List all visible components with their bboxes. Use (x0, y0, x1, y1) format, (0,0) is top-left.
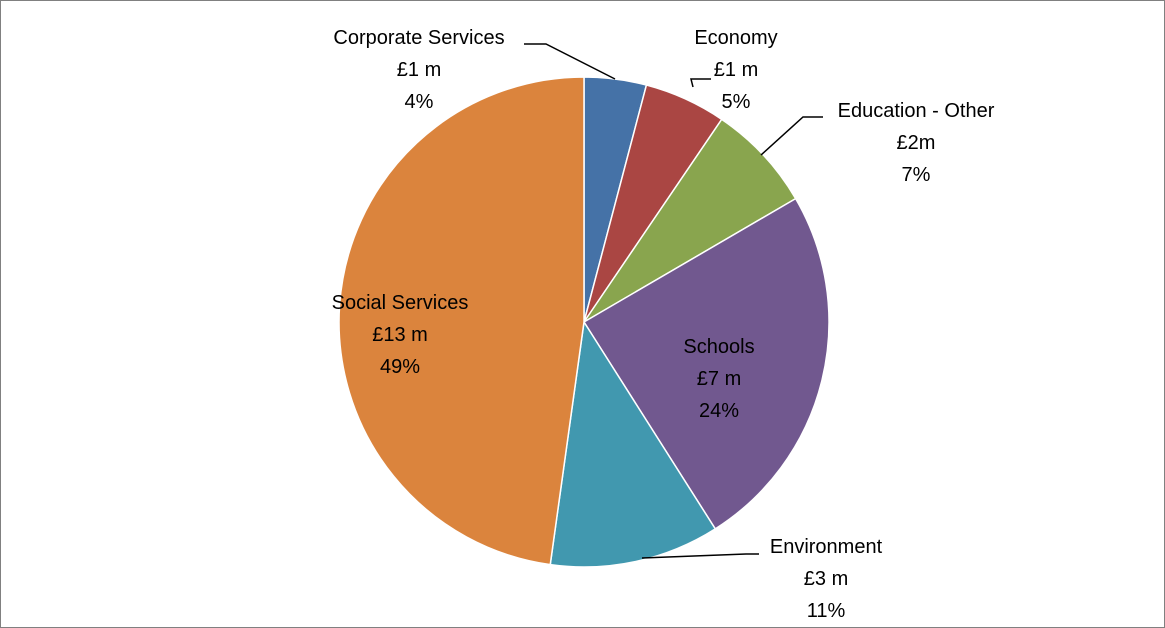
data-label-percent-corporate-services: 4% (405, 91, 434, 113)
data-label-value-environment: £3 m (804, 568, 848, 590)
data-label-name-environment: Environment (770, 536, 883, 558)
data-label-value-corporate-services: £1 m (397, 59, 441, 81)
leader-line-environment (641, 553, 759, 559)
pie-labels: Corporate Services £1 m 4% Economy £1 m 5% Edu… (332, 27, 995, 622)
data-label-name-social-services: Social Services (332, 292, 469, 314)
data-label-percent-social-services: 49% (380, 356, 420, 378)
data-label-value-economy: £1 m (714, 59, 758, 81)
data-label-name-economy: Economy (694, 27, 777, 49)
data-label-value-schools: £7 m (697, 368, 741, 390)
data-label-percent-economy: 5% (722, 91, 751, 113)
pie-slice-social-services (338, 76, 585, 566)
data-label-value-social-services: £13 m (372, 324, 428, 346)
data-label-value-education-other: £2m (897, 132, 936, 154)
data-label-name-corporate-services: Corporate Services (333, 27, 504, 49)
data-label-percent-schools: 24% (699, 400, 739, 422)
pie-slice-schools (582, 197, 830, 530)
data-label-percent-education-other: 7% (902, 164, 931, 186)
data-label-name-schools: Schools (683, 336, 754, 358)
pie-slice-environment (549, 319, 717, 568)
leader-line-corporate-services (524, 43, 616, 80)
pie-slices (338, 76, 830, 568)
data-label-percent-environment: 11% (807, 600, 846, 622)
leader-line-education-other (760, 116, 823, 156)
leader-line-economy (690, 78, 711, 88)
data-label-name-education-other: Education - Other (838, 100, 995, 122)
pie-slice-education-other (583, 118, 797, 323)
